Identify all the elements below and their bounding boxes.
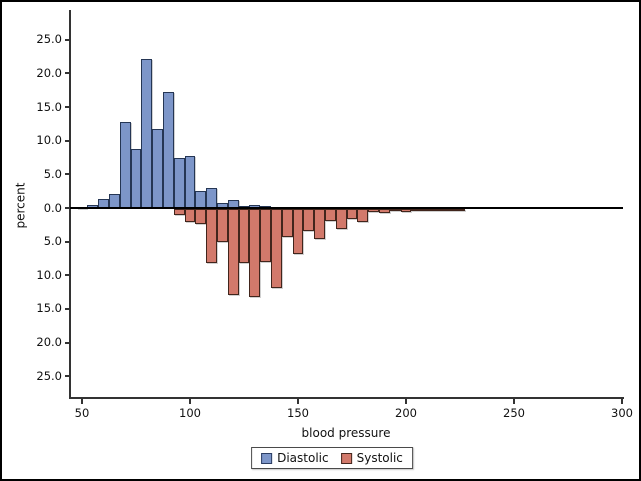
y-tick-15.0-neg — [65, 307, 71, 310]
y-tick-10.0 — [65, 139, 71, 142]
y-tick-20.0-neg — [65, 341, 71, 344]
bar-systolic-95 — [173, 209, 185, 215]
bar-systolic-165 — [325, 209, 336, 221]
bar-systolic-200 — [400, 209, 412, 212]
x-tick-250 — [513, 399, 515, 404]
y-tick-label: 10.0 — [36, 267, 62, 282]
bar-systolic-180 — [357, 209, 369, 222]
x-tick-100 — [189, 399, 191, 404]
x-tick-label: 50 — [74, 406, 90, 420]
bar-systolic-220 — [443, 209, 455, 211]
y-tick-25.0 — [65, 38, 71, 41]
y-tick-5.0-neg — [65, 240, 71, 243]
x-tick-150 — [297, 399, 299, 404]
legend-item-systolic: Systolic — [340, 451, 403, 465]
bar-diastolic-95 — [173, 158, 185, 208]
bar-systolic-175 — [346, 209, 358, 219]
y-tick-label: 10.0 — [36, 133, 62, 148]
y-tick-label: 25.0 — [36, 368, 62, 383]
y-tick-5.0 — [65, 173, 71, 176]
bar-systolic-125 — [238, 209, 250, 263]
bar-systolic-150 — [292, 209, 304, 254]
bar-diastolic-75 — [130, 149, 142, 208]
bar-diastolic-85 — [152, 129, 163, 208]
bar-systolic-120 — [227, 209, 239, 295]
bar-systolic-210 — [422, 209, 433, 211]
bar-diastolic-70 — [119, 122, 131, 208]
y-tick-label: 5.0 — [43, 166, 62, 181]
x-tick-50 — [81, 399, 83, 404]
bar-systolic-135 — [260, 209, 271, 262]
y-tick-label: 15.0 — [36, 301, 62, 316]
y-tick-25.0-neg — [65, 375, 71, 378]
bar-systolic-195 — [389, 209, 401, 211]
y-tick-0.0 — [65, 207, 71, 209]
bar-systolic-185 — [368, 209, 379, 212]
zero-reference-line — [70, 207, 623, 209]
y-tick-label: 15.0 — [36, 99, 62, 114]
bar-systolic-130 — [249, 209, 261, 297]
x-axis-line — [69, 397, 624, 399]
y-tick-label: 20.0 — [36, 335, 62, 350]
x-axis-title: blood pressure — [301, 426, 391, 440]
y-axis-line — [69, 10, 71, 399]
y-axis-title: percent — [13, 182, 28, 229]
bar-systolic-155 — [303, 209, 315, 231]
bar-diastolic-80 — [141, 59, 153, 208]
legend-label: Systolic — [356, 451, 403, 465]
bar-systolic-140 — [271, 209, 282, 288]
y-tick-label: 25.0 — [36, 32, 62, 47]
x-tick-300 — [621, 399, 623, 404]
bar-systolic-160 — [314, 209, 325, 239]
x-tick-label: 100 — [179, 406, 201, 420]
bar-systolic-225 — [454, 209, 466, 211]
bar-systolic-145 — [281, 209, 293, 237]
bar-diastolic-110 — [206, 188, 217, 208]
legend-label: Diastolic — [277, 451, 329, 465]
y-tick-label: 20.0 — [36, 65, 62, 80]
x-tick-label: 250 — [503, 406, 525, 420]
y-tick-15.0 — [65, 106, 71, 109]
bar-systolic-170 — [335, 209, 347, 229]
legend: Diastolic Systolic — [251, 447, 413, 469]
y-tick-label: 5.0 — [43, 234, 62, 249]
bar-systolic-205 — [411, 209, 423, 211]
x-tick-label: 150 — [287, 406, 309, 420]
x-tick-200 — [405, 399, 407, 404]
legend-swatch-diastolic — [261, 452, 273, 464]
bar-systolic-115 — [217, 209, 228, 242]
y-tick-label: 0.0 — [43, 200, 62, 215]
bar-systolic-100 — [184, 209, 196, 222]
bar-systolic-190 — [379, 209, 390, 213]
legend-item-diastolic: Diastolic — [261, 451, 329, 465]
bar-diastolic-105 — [195, 191, 207, 208]
x-tick-label: 200 — [395, 406, 417, 420]
bar-diastolic-90 — [163, 92, 174, 208]
bar-systolic-215 — [433, 209, 444, 211]
bar-diastolic-100 — [184, 156, 196, 208]
bar-diastolic-65 — [109, 194, 120, 208]
bar-systolic-110 — [206, 209, 217, 263]
y-tick-20.0 — [65, 72, 71, 75]
x-tick-label: 300 — [611, 406, 633, 420]
y-tick-10.0-neg — [65, 274, 71, 277]
bar-systolic-105 — [195, 209, 207, 224]
legend-swatch-systolic — [340, 452, 352, 464]
